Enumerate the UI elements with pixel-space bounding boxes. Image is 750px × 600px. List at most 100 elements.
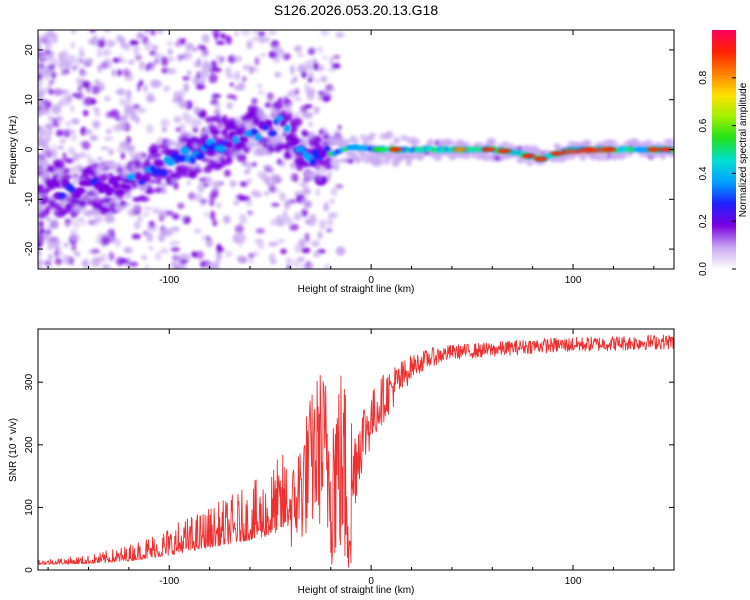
spectrogram-noise-blob: [38, 87, 49, 94]
spectrogram-noise-blob: [47, 253, 53, 261]
spectrogram-noise-blob: [320, 30, 330, 36]
spectrogram-noise-blob: [289, 64, 295, 75]
spectrogram-noise-blob: [314, 78, 321, 83]
spectrogram-noise-blob: [183, 82, 190, 93]
spectrogram-noise-blob: [194, 193, 204, 202]
spectrogram-noise-blob: [52, 118, 58, 127]
spectrogram-noise-blob: [112, 57, 121, 63]
spectrogram-noise-blob: [173, 240, 181, 246]
spectrogram-noise-blob: [279, 192, 287, 201]
spectrogram-noise-blob: [176, 102, 185, 107]
spectrogram-noise-blob: [220, 33, 226, 39]
spectrogram-ridge-blob: [123, 184, 131, 191]
spectrogram-halo-blob: [71, 181, 78, 186]
spectrogram-halo-blob: [49, 203, 56, 209]
spectrogram-ridge-blob: [106, 188, 113, 196]
snr-y-tick-label: 0: [24, 567, 35, 573]
spectrogram-noise-blob: [77, 86, 82, 91]
spectrogram-halo-blob: [272, 101, 284, 110]
spectrogram-noise-blob: [67, 54, 77, 64]
spectrogram-noise-blob: [242, 160, 248, 167]
spectrogram-noise-blob: [52, 220, 59, 227]
spectrogram-noise-blob: [305, 87, 316, 97]
spectrogram-ridge-blob: [290, 137, 299, 146]
spectrogram-noise-blob: [226, 102, 234, 110]
spectrogram-noise-blob: [54, 257, 63, 265]
spectrogram-noise-blob: [100, 146, 109, 151]
spectrogram-noise-blob: [128, 261, 139, 267]
spectrogram-noise-blob: [233, 85, 243, 91]
spectrogram-noise-blob: [58, 52, 65, 61]
spectrogram-noise-blob: [303, 199, 313, 209]
spectrogram-noise-blob: [208, 73, 218, 84]
spectrogram-noise-blob: [97, 39, 106, 49]
spectrogram-noise-blob: [293, 112, 301, 119]
spectrogram-noise-blob: [256, 171, 267, 178]
spectrogram-noise-blob: [71, 30, 77, 34]
spectrogram-noise-blob: [148, 245, 154, 251]
spectrogram-halo-blob: [230, 124, 239, 131]
spectrogram-noise-blob: [307, 48, 315, 56]
spectrogram-noise-blob: [161, 67, 170, 74]
spectrogram-halo-blob: [173, 181, 179, 190]
spectrogram-halo-blob: [666, 138, 674, 147]
spectrogram-noise-blob: [108, 148, 113, 156]
spectrogram-noise-blob: [203, 183, 209, 188]
spectrogram-noise-blob: [259, 53, 267, 58]
spectrogram-y-tick-label: 10: [24, 94, 35, 106]
spectrogram-noise-blob: [236, 255, 247, 263]
spectrogram-noise-blob: [70, 134, 78, 142]
spectrogram-noise-blob: [215, 55, 221, 61]
spectrogram-noise-blob: [160, 118, 170, 127]
spectrogram-halo-blob: [201, 133, 210, 141]
spectrogram-noise-blob: [152, 207, 161, 214]
spectrogram-noise-blob: [69, 129, 76, 134]
spectrogram-noise-blob: [216, 121, 224, 130]
spectrogram-noise-blob: [330, 187, 338, 196]
spectrogram-noise-blob: [101, 235, 111, 246]
spectrogram-noise-blob: [103, 95, 111, 102]
spectrogram-halo-blob: [54, 167, 66, 175]
spectrogram-noise-blob: [196, 71, 201, 81]
spectrogram-noise-blob: [72, 93, 77, 98]
spectrogram-ridge-blob: [108, 176, 117, 184]
spectrogram-halo-blob: [291, 117, 303, 127]
spectrogram-noise-blob: [250, 251, 260, 257]
spectrogram-noise-blob: [301, 247, 311, 254]
snr-y-tick-label: 300: [24, 373, 35, 390]
spectrogram-noise-blob: [329, 198, 335, 205]
spectrogram-y-tick-label: 20: [24, 44, 35, 56]
spectrogram-halo-blob: [161, 187, 167, 195]
spectrogram-noise-blob: [246, 161, 252, 172]
spectrogram-noise-blob: [136, 107, 147, 113]
spectrogram-noise-blob: [266, 180, 275, 187]
spectrogram-noise-blob: [136, 82, 141, 92]
spectrogram-noise-blob: [332, 54, 341, 60]
spectrogram-noise-blob: [179, 259, 188, 265]
spectrogram-noise-blob: [311, 240, 320, 248]
spectrogram-noise-blob: [193, 228, 202, 234]
spectrogram-noise-blob: [114, 237, 122, 248]
colorbar-tick-label: 0.4: [698, 166, 709, 180]
spectrogram-noise-blob: [46, 30, 53, 38]
spectrogram-noise-blob: [41, 233, 51, 239]
spectrogram-noise-blob: [106, 39, 114, 48]
spectrogram-y-tick-label: 0: [24, 146, 35, 152]
spectrogram-noise-blob: [183, 50, 193, 61]
spectrogram-noise-blob: [143, 230, 149, 237]
spectrogram-noise-blob: [234, 31, 239, 37]
spectrogram-ridge-blob: [265, 119, 273, 127]
spectrogram-noise-blob: [38, 258, 43, 267]
spectrogram-noise-blob: [141, 36, 149, 45]
spectrogram-noise-blob: [144, 30, 150, 33]
spectrogram-halo-blob: [287, 112, 293, 121]
spectrogram-noise-blob: [38, 156, 42, 164]
spectrogram-noise-blob: [119, 98, 128, 106]
spectrogram-noise-blob: [325, 217, 334, 227]
spectrogram-noise-blob: [38, 139, 43, 149]
spectrogram-noise-blob: [172, 97, 180, 103]
spectrogram-halo-blob: [482, 152, 491, 162]
spectrogram-noise-blob: [306, 235, 311, 245]
spectrogram-noise-blob: [245, 178, 253, 185]
spectrogram-noise-blob: [210, 99, 219, 105]
